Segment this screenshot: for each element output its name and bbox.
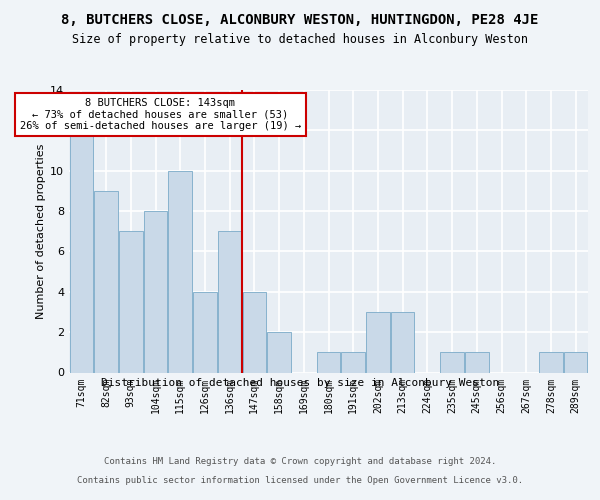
Bar: [119, 231, 143, 372]
Bar: [465, 352, 488, 372]
Bar: [218, 231, 241, 372]
Bar: [144, 211, 167, 372]
Bar: [366, 312, 389, 372]
Bar: [268, 332, 291, 372]
Bar: [169, 170, 192, 372]
Bar: [539, 352, 563, 372]
Text: 8 BUTCHERS CLOSE: 143sqm
← 73% of detached houses are smaller (53)
26% of semi-d: 8 BUTCHERS CLOSE: 143sqm ← 73% of detach…: [20, 98, 301, 132]
Bar: [242, 292, 266, 372]
Bar: [440, 352, 464, 372]
Text: Distribution of detached houses by size in Alconbury Weston: Distribution of detached houses by size …: [101, 378, 499, 388]
Bar: [391, 312, 415, 372]
Bar: [564, 352, 587, 372]
Y-axis label: Number of detached properties: Number of detached properties: [36, 144, 46, 319]
Text: Contains HM Land Registry data © Crown copyright and database right 2024.: Contains HM Land Registry data © Crown c…: [104, 458, 496, 466]
Bar: [341, 352, 365, 372]
Bar: [70, 130, 93, 372]
Bar: [317, 352, 340, 372]
Bar: [193, 292, 217, 372]
Text: 8, BUTCHERS CLOSE, ALCONBURY WESTON, HUNTINGDON, PE28 4JE: 8, BUTCHERS CLOSE, ALCONBURY WESTON, HUN…: [61, 12, 539, 26]
Text: Contains public sector information licensed under the Open Government Licence v3: Contains public sector information licen…: [77, 476, 523, 485]
Text: Size of property relative to detached houses in Alconbury Weston: Size of property relative to detached ho…: [72, 32, 528, 46]
Bar: [94, 191, 118, 372]
